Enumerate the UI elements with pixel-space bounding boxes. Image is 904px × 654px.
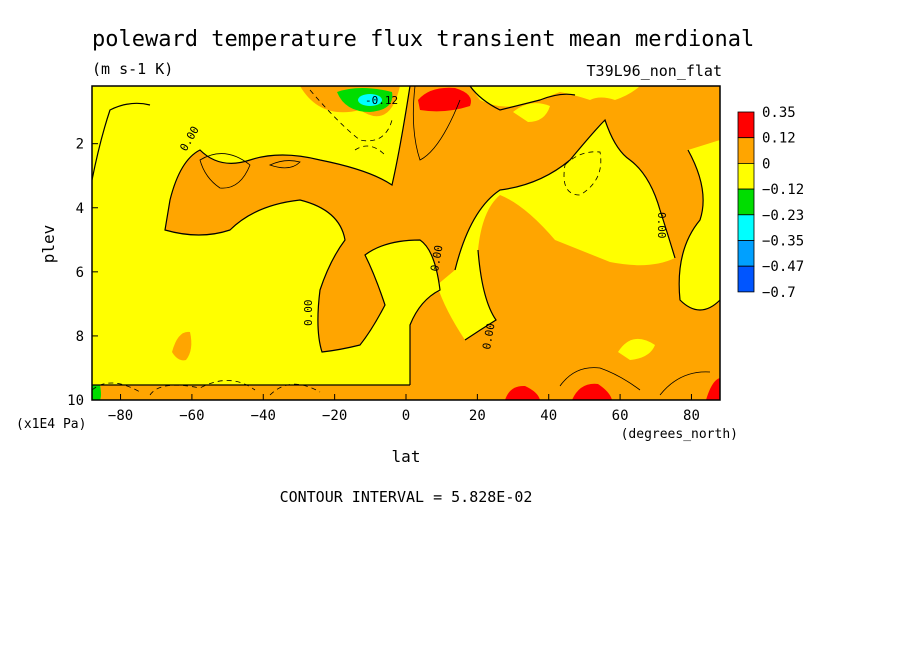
contour-lines	[91, 85, 721, 386]
red-feature-bottom-3	[706, 378, 720, 400]
x-tick-label: 60	[612, 408, 629, 424]
colorbar-label: −0.35	[762, 234, 804, 250]
x-tick-label: −20	[322, 408, 347, 424]
colorbar-label: −0.23	[762, 208, 804, 224]
orange-blob-south	[172, 331, 192, 361]
y-axis-label: plev	[39, 225, 58, 264]
colorbar-label: −0.12	[762, 182, 804, 198]
x-tick-label: 80	[683, 408, 700, 424]
yellow-blob-2	[618, 338, 655, 360]
colorbar-swatch	[737, 265, 755, 293]
thin-contours	[199, 85, 711, 396]
x-tick-label: 0	[402, 408, 410, 424]
x-tick-label: −60	[179, 408, 204, 424]
y-tick-label: 10	[67, 393, 84, 409]
colorbar-swatch	[737, 162, 755, 190]
y-axis-units: (x1E4 Pa)	[16, 417, 86, 432]
y-tick-label: 2	[76, 137, 84, 153]
chart-title: poleward temperature flux transient mean…	[92, 27, 754, 52]
contour-label: -0.12	[365, 94, 398, 107]
colorbar-label: 0	[762, 156, 770, 172]
colorbar-label: −0.7	[762, 285, 796, 301]
cyan-feature	[358, 94, 382, 106]
x-tick-label: −80	[108, 408, 133, 424]
y-axis: 2 4 6 8 10	[67, 137, 98, 409]
colorbar: 0.35 0.12 0 −0.12 −0.23 −0.35 −0.47 −0.7	[737, 105, 804, 301]
red-feature-bottom-2	[572, 383, 612, 400]
y-tick-label: 4	[76, 201, 84, 217]
yellow-region-north	[437, 120, 675, 340]
plot-area: 0.00 0.00 0.00 0.00 0.00 -0.12	[91, 85, 721, 401]
x-tick-label: 40	[540, 408, 557, 424]
colorbar-label: 0.12	[762, 131, 796, 147]
colorbar-swatch	[737, 240, 755, 267]
colorbar-swatch	[737, 214, 755, 241]
colorbar-label: 0.35	[762, 105, 796, 121]
x-axis-label: lat	[392, 447, 421, 466]
x-axis-units: (degrees_north)	[621, 427, 738, 442]
yellow-region-south	[92, 86, 440, 385]
y-tick-label: 6	[76, 265, 84, 281]
contour-interval-label: CONTOUR INTERVAL = 5.828E-02	[280, 488, 533, 506]
units-label: (m s-1 K)	[92, 60, 173, 78]
yellow-blob-1	[513, 103, 550, 122]
contour-label: 0.00	[428, 244, 445, 272]
colorbar-swatch	[737, 188, 755, 216]
green-feature-south	[92, 385, 101, 400]
run-label: T39L96_non_flat	[587, 62, 722, 80]
x-tick-label: 20	[469, 408, 486, 424]
contour-label: 0.00	[655, 212, 668, 239]
yellow-region-east	[679, 140, 720, 310]
red-feature-bottom-1	[505, 385, 540, 400]
colorbar-swatch	[737, 111, 755, 139]
x-axis: −80 −60 −40 −20 0 20 40 60 80	[108, 394, 700, 424]
yellow-region-equator-top	[470, 86, 640, 107]
colorbar-swatch	[737, 137, 755, 164]
x-tick-label: −40	[251, 408, 276, 424]
colorbar-label: −0.47	[762, 259, 804, 275]
contour-label: 0.00	[302, 300, 315, 327]
contour-label: 0.00	[480, 322, 497, 350]
y-tick-label: 8	[76, 329, 84, 345]
dashed-contours	[91, 89, 602, 396]
